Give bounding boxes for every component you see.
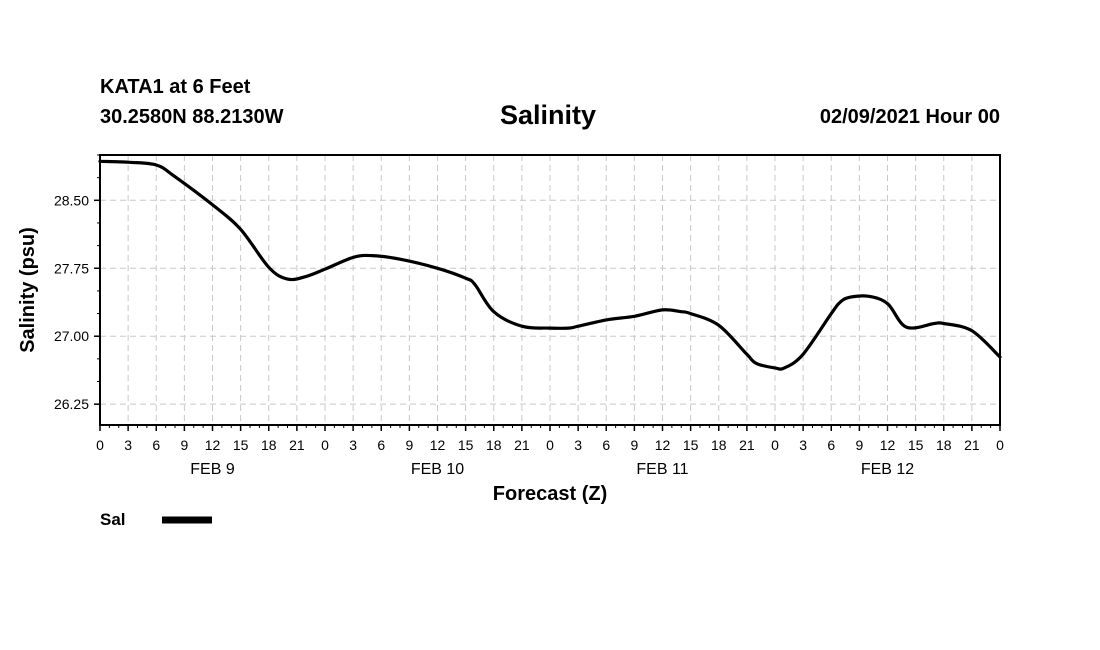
x-tick-label: 15 — [908, 437, 924, 453]
x-tick-label: 15 — [683, 437, 699, 453]
x-tick-label: 15 — [233, 437, 249, 453]
x-tick-label: 3 — [349, 437, 357, 453]
x-tick-label: 6 — [827, 437, 835, 453]
y-tick-label: 26.25 — [54, 396, 89, 412]
x-tick-label: 18 — [486, 437, 502, 453]
x-tick-label: 21 — [739, 437, 755, 453]
forecast-timestamp: 02/09/2021 Hour 00 — [819, 106, 1000, 128]
x-tick-label: 3 — [124, 437, 132, 453]
x-tick-label: 12 — [880, 437, 896, 453]
x-axis-label: Forecast (Z) — [493, 483, 607, 505]
x-tick-label: 6 — [602, 437, 610, 453]
x-day-label: FEB 11 — [636, 461, 688, 478]
x-tick-label: 0 — [546, 437, 554, 453]
x-tick-label: 6 — [377, 437, 385, 453]
x-tick-label: 6 — [152, 437, 160, 453]
salinity-series-line — [98, 159, 1002, 371]
x-tick-label: 12 — [205, 437, 221, 453]
y-tick-label: 27.75 — [54, 260, 89, 276]
legend-label: Sal — [100, 510, 126, 529]
x-tick-label: 9 — [855, 437, 863, 453]
x-tick-label: 15 — [458, 437, 474, 453]
y-tick-label: 27.00 — [54, 328, 89, 344]
x-tick-label: 12 — [430, 437, 446, 453]
x-tick-label: 21 — [964, 437, 980, 453]
x-tick-label: 21 — [514, 437, 530, 453]
chart-title: Salinity — [500, 100, 597, 130]
y-axis: 26.25 27.00 27.75 28.50 — [54, 154, 100, 412]
y-tick-label: 28.50 — [54, 192, 89, 208]
x-tick-label: 9 — [630, 437, 638, 453]
x-day-label: FEB 12 — [861, 461, 914, 478]
x-tick-label: 0 — [96, 437, 104, 453]
x-tick-label: 18 — [711, 437, 727, 453]
station-label: KATA1 at 6 Feet — [100, 76, 251, 98]
grid-lines — [100, 155, 1000, 425]
x-tick-label: 12 — [655, 437, 671, 453]
x-tick-label: 3 — [574, 437, 582, 453]
x-day-label: FEB 10 — [411, 461, 464, 478]
x-tick-label: 0 — [321, 437, 329, 453]
x-axis: 0 3 6 9 12 15 18 21 0 3 6 9 12 15 18 21 0 3 6 9 12 15 18 21 0 3 6 9… — [96, 425, 1004, 478]
coordinates-label: 30.2580N 88.2130W — [100, 106, 284, 128]
legend: Sal — [100, 510, 212, 529]
x-tick-label: 18 — [261, 437, 277, 453]
y-axis-label: Salinity (psu) — [17, 227, 39, 353]
x-tick-label: 18 — [936, 437, 952, 453]
x-tick-label: 0 — [771, 437, 779, 453]
x-tick-label: 9 — [180, 437, 188, 453]
x-day-label: FEB 9 — [190, 461, 235, 478]
x-tick-label: 3 — [799, 437, 807, 453]
x-tick-label: 21 — [289, 437, 305, 453]
x-tick-label: 0 — [996, 437, 1004, 453]
x-tick-label: 9 — [405, 437, 413, 453]
